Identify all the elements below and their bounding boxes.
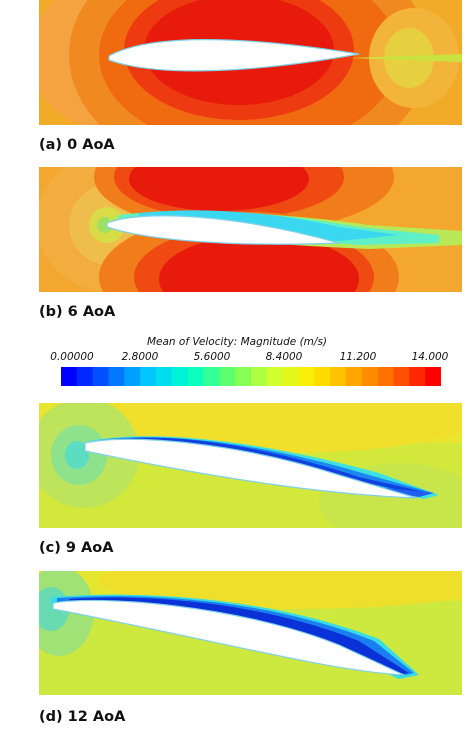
colorbar-step bbox=[314, 367, 331, 386]
colorbar-tick-2: 5.6000 bbox=[193, 351, 231, 363]
colorbar-tick-1: 2.8000 bbox=[121, 351, 159, 363]
caption-b: (b) 6 AoA bbox=[39, 304, 116, 320]
contour-panel-0-aoa bbox=[39, 0, 462, 125]
colorbar-step bbox=[346, 367, 363, 386]
colorbar-step bbox=[76, 367, 94, 386]
colorbar-step bbox=[393, 367, 410, 386]
colorbar-step bbox=[377, 367, 395, 386]
colorbar-step bbox=[409, 367, 426, 386]
colorbar-step bbox=[219, 367, 236, 386]
colorbar-step bbox=[361, 367, 379, 386]
colorbar-step bbox=[282, 367, 300, 386]
colorbar-step bbox=[140, 367, 157, 386]
colorbar-step bbox=[92, 367, 110, 386]
contour-panel-9-aoa bbox=[39, 403, 462, 528]
airfoil-shape-b bbox=[106, 215, 340, 245]
caption-d: (d) 12 AoA bbox=[39, 709, 126, 725]
colorbar-step bbox=[298, 367, 315, 386]
colorbar-step bbox=[330, 367, 347, 386]
colorbar-tick-5: 14.000 bbox=[411, 351, 449, 363]
colorbar-step bbox=[251, 367, 268, 386]
colorbar-step bbox=[124, 367, 141, 386]
contour-panel-12-aoa bbox=[39, 571, 462, 695]
contour-panel-6-aoa bbox=[39, 167, 462, 292]
colorbar-step bbox=[203, 367, 220, 386]
airfoil-shape-a bbox=[108, 39, 360, 72]
colorbar-tick-3: 8.4000 bbox=[265, 351, 303, 363]
colorbar-step bbox=[266, 367, 284, 386]
colorbar-step bbox=[425, 367, 441, 386]
colorbar-step bbox=[187, 367, 205, 386]
colorbar-step bbox=[108, 367, 125, 386]
airfoil-shape-c bbox=[84, 438, 418, 499]
colorbar-step bbox=[156, 367, 173, 386]
colorbar-step bbox=[61, 367, 78, 386]
colorbar bbox=[61, 367, 441, 386]
colorbar-tick-0: 0.00000 bbox=[50, 351, 94, 363]
caption-a: (a) 0 AoA bbox=[39, 137, 115, 153]
caption-c: (c) 9 AoA bbox=[39, 540, 114, 556]
airfoil-shape-d bbox=[52, 599, 405, 676]
colorbar-tick-4: 11.200 bbox=[339, 351, 377, 363]
colorbar-step bbox=[235, 367, 252, 386]
colorbar-title: Mean of Velocity: Magnitude (m/s) bbox=[146, 336, 328, 348]
colorbar-step bbox=[171, 367, 189, 386]
